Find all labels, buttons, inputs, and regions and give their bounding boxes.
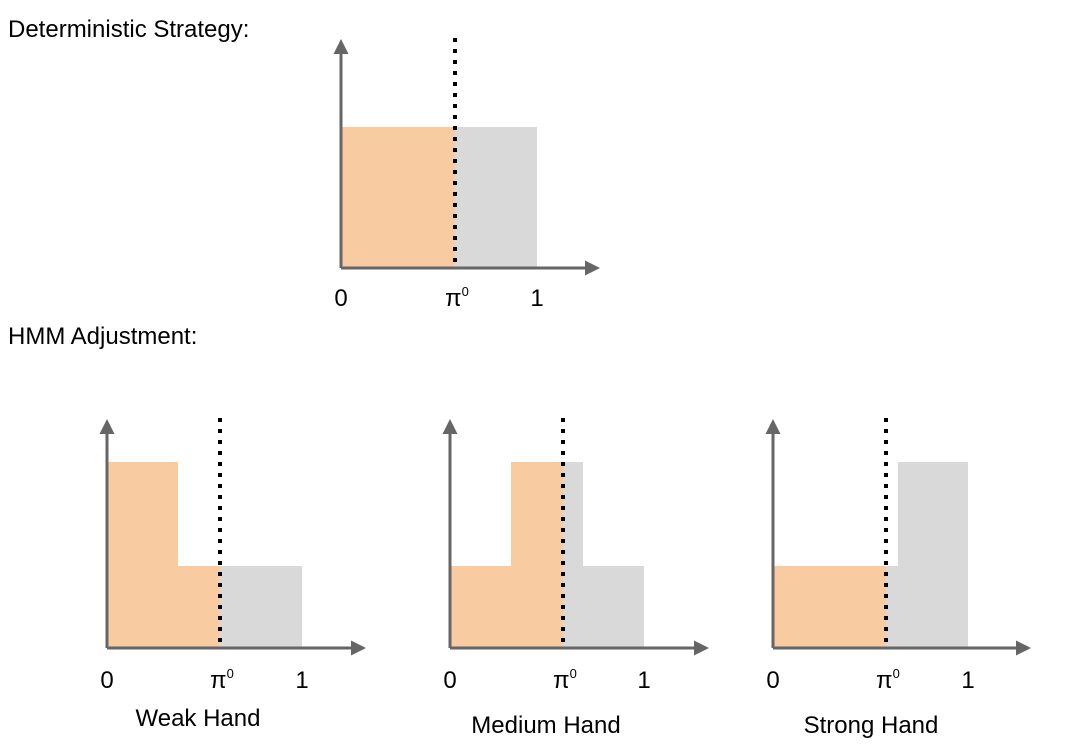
medium-tick-zero: 0 <box>443 667 456 694</box>
medium-bar-orange-1 <box>511 462 563 648</box>
deterministic-tick-zero: 0 <box>334 285 347 312</box>
deterministic-bar-orange-0 <box>341 127 455 268</box>
weak-hand-caption: Weak Hand <box>136 705 261 732</box>
deterministic-strategy-heading: Deterministic Strategy: <box>8 16 250 43</box>
medium-bar-gray-2 <box>563 462 583 648</box>
strong-tick-one: 1 <box>961 667 974 694</box>
strong-tick-pi0: π0 <box>876 666 900 694</box>
medium-tick-one: 1 <box>637 667 650 694</box>
hmm-adjustment-heading: HMM Adjustment: <box>8 323 198 350</box>
strong-bar-orange-0 <box>773 566 886 648</box>
medium-bar-orange-0 <box>450 566 511 648</box>
strong-bar-gray-2 <box>898 462 968 648</box>
weak-bar-orange-0 <box>107 462 178 648</box>
medium-panel: 0 π0 1 Medium Hand <box>442 418 709 739</box>
strong-hand-caption: Strong Hand <box>804 712 939 739</box>
deterministic-panel: 0 π0 1 <box>333 38 600 312</box>
strong-panel: 0 π0 1 Strong Hand <box>765 418 1031 739</box>
weak-tick-one: 1 <box>295 667 308 694</box>
deterministic-bar-gray-1 <box>455 127 537 268</box>
strong-tick-zero: 0 <box>766 667 779 694</box>
medium-hand-caption: Medium Hand <box>471 712 620 739</box>
deterministic-tick-one: 1 <box>530 285 543 312</box>
strong-bar-gray-1 <box>886 566 898 648</box>
weak-bar-gray-2 <box>220 566 302 648</box>
medium-bar-gray-3 <box>583 566 644 648</box>
weak-bar-orange-1 <box>178 566 220 648</box>
weak-tick-pi0: π0 <box>210 666 234 694</box>
deterministic-tick-pi0: π0 <box>445 284 469 312</box>
medium-tick-pi0: π0 <box>553 666 577 694</box>
weak-panel: 0 π0 1 Weak Hand <box>99 418 366 732</box>
weak-tick-zero: 0 <box>100 667 113 694</box>
